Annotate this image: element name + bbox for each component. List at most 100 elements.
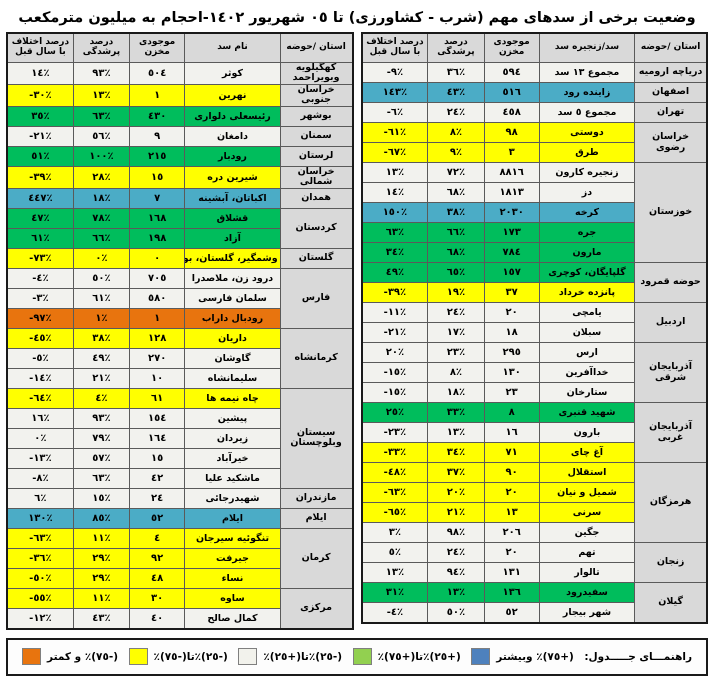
fill-percent-cell: ٢٤٪: [427, 302, 485, 323]
table-row: کهگیلویه وبویراحمد کوثر ٥٠٤ ٩٣٪ ١٤٪: [6, 62, 354, 85]
dam-name-cell: سبلان: [538, 322, 636, 343]
table-row: مرکزی ساوه ٣٠ ١١٪ -٥٥٪: [6, 587, 354, 630]
diff-vs-last-year-cell: -١٢٪: [6, 607, 74, 630]
dam-status-tables: استان /حوضه سد/زنجیره سد موجودی مخزن درصد پ…: [0, 32, 714, 630]
column-header: موجودی مخزن: [483, 32, 540, 63]
column-header: استان /حوضه: [279, 32, 354, 63]
reservoir-stock-cell: ٩: [129, 125, 186, 147]
diff-vs-last-year-cell: ٤٩٪: [360, 262, 429, 283]
table-row: لرستان رودبار ٢١٥ ١٠٠٪ ٥١٪: [6, 145, 354, 167]
reservoir-stock-cell: ١٩٨: [129, 227, 186, 249]
fill-percent-cell: ٩٣٪: [72, 62, 131, 85]
table-body-left: کهگیلویه وبویراحمد کوثر ٥٠٤ ٩٣٪ ١٤٪ خراسان جن…: [6, 62, 354, 630]
reservoir-stock-cell: ٧١: [483, 442, 540, 463]
province-cell: ایلام: [279, 507, 354, 529]
diff-vs-last-year-cell: -١٥٪: [360, 362, 429, 383]
reservoir-stock-cell: ٣٠: [129, 587, 186, 609]
table-body-right: دریاچه ارومیه مجموع ١٣ سد ٥٩٤ ٣٦٪ -٩٪ اصفهان ز…: [360, 62, 708, 624]
diff-vs-last-year-cell: ١٥٠٪: [360, 202, 429, 223]
legend-item-minus75-and-less: (-٧٥)٪ و کمتر: [22, 648, 119, 666]
dam-name-cell: قشلاق: [184, 207, 281, 229]
diff-vs-last-year-cell: -٤٪: [360, 602, 429, 624]
dam-name-cell: طرق: [538, 142, 636, 163]
dam-name-cell: پیشین: [184, 407, 281, 429]
dam-name-cell: شهیدرجائی: [184, 487, 281, 509]
province-cell: گلستان: [279, 247, 354, 269]
table-row: زنجان تهم ٢٠ ٢٤٪ ٥٪: [360, 542, 708, 583]
table-row: خوزستان زنجیره کارون ٨٨١٦ ٧٢٪ ١٣٪: [360, 162, 708, 263]
dam-name-cell: جره: [538, 222, 636, 243]
dam-name-cell: کمال صالح: [184, 607, 281, 630]
province-cell: همدان: [279, 187, 354, 209]
reservoir-stock-cell: ٢٩٥: [483, 342, 540, 363]
diff-vs-last-year-cell: -٣٠٪: [6, 83, 74, 107]
reservoir-stock-cell: ٨٨١٦: [483, 162, 540, 183]
reservoir-stock-cell: ١٣: [483, 502, 540, 523]
dam-name-cell: جیرفت: [184, 547, 281, 569]
province-cell: سمنان: [279, 125, 354, 147]
dam-name-cell: رودبال داراب: [184, 307, 281, 329]
diff-vs-last-year-cell: ٥١٪: [6, 145, 74, 167]
legend-item-text: (-٧٥)٪ و کمتر: [47, 650, 119, 663]
dam-name-cell: دامغان: [184, 125, 281, 147]
table-row: دریاچه ارومیه مجموع ١٣ سد ٥٩٤ ٣٦٪ -٩٪: [360, 62, 708, 83]
province-cell: سیستان وبلوچستان: [279, 387, 354, 489]
table-row: هرمزگان استقلال ٩٠ ٣٧٪ -٤٨٪: [360, 462, 708, 543]
table-row: خراسان رضوی دوستی ٩٨ ٨٪ -٦١٪: [360, 122, 708, 163]
reservoir-stock-cell: ٢٠: [483, 482, 540, 503]
reservoir-stock-cell: ٥٩٤: [483, 62, 540, 83]
reservoir-stock-cell: ٢٤: [129, 487, 186, 509]
diff-vs-last-year-cell: -٤٨٪: [360, 462, 429, 483]
table-row: کرمانشاه داریان ١٢٨ ٣٨٪ -٤٥٪: [6, 327, 354, 389]
fill-percent-cell: ٦٦٪: [72, 227, 131, 249]
diff-vs-last-year-cell: -٦١٪: [360, 122, 429, 143]
province-cell: خراسان جنوبی: [279, 83, 354, 107]
reservoir-stock-cell: ٥٢: [483, 602, 540, 624]
fill-percent-cell: ١٪: [72, 307, 131, 329]
legend-color-swatch: [238, 648, 258, 666]
dam-name-cell: کوثر: [184, 62, 281, 85]
column-header: درصد اختلاف با سال قبل: [6, 32, 74, 63]
legend-color-swatch: [471, 648, 491, 666]
diff-vs-last-year-cell: -٩٪: [360, 62, 429, 83]
table-row: رودبال داراب ١ ١٪ -٩٧٪: [6, 307, 353, 329]
dam-name-cell: استقلال: [538, 462, 636, 483]
table-row: جیرفت ٩٢ ٢٩٪ -٣٦٪: [6, 547, 353, 569]
province-cell: اردبیل: [634, 302, 708, 343]
dam-name-cell: نهرین: [184, 83, 281, 107]
fill-percent-cell: ٦٦٪: [427, 222, 485, 243]
reservoir-stock-cell: ٢٠: [483, 302, 540, 323]
dam-name-cell: جگین: [538, 522, 636, 543]
fill-percent-cell: ٣٨٪: [427, 202, 485, 223]
diff-vs-last-year-cell: ٣٤٪: [360, 242, 429, 263]
table-row: جره ١٧٣ ٦٦٪ ٦٣٪: [360, 222, 708, 243]
dam-name-cell: رئیسعلی دلواری: [184, 105, 281, 127]
fill-percent-cell: ٢٨٪: [72, 165, 131, 189]
table-row: مازندران شهیدرجائی ٢٤ ١٥٪ ٦٪: [6, 487, 354, 509]
dam-name-cell: زیردان: [184, 427, 281, 449]
fill-percent-cell: ٤٩٪: [72, 347, 131, 369]
diff-vs-last-year-cell: ١٣٪: [360, 562, 429, 583]
diff-vs-last-year-cell: -٦٪: [360, 102, 429, 123]
table-row: تهران مجموع ٥ سد ٤٥٨ ٢٤٪ -٦٪: [360, 102, 708, 123]
dam-name-cell: دز: [538, 182, 636, 203]
diff-vs-last-year-cell: -٦٣٪: [6, 527, 74, 549]
dam-name-cell: سلیمانشاه: [184, 367, 281, 389]
fill-percent-cell: ٢٣٪: [427, 342, 485, 363]
fill-percent-cell: ١١٪: [72, 527, 131, 549]
table-row: حوضه قمرود گلپایگان، کوچری ١٥٧ ٦٥٪ ٤٩٪: [360, 262, 708, 303]
table-row: آذربایجان غربی شهید قنبری ٨ ٣٣٪ ٢٥٪: [360, 402, 708, 463]
reservoir-stock-cell: ٥٠٤: [129, 62, 186, 85]
fill-percent-cell: ١١٪: [72, 587, 131, 609]
diff-vs-last-year-cell: ٦١٪: [6, 227, 74, 249]
reservoir-stock-cell: ٤٠: [129, 607, 186, 630]
reservoir-stock-cell: ١٥٤: [129, 407, 186, 429]
column-header: استان /حوضه: [634, 32, 708, 63]
dam-name-cell: سفیدرود: [538, 582, 636, 603]
diff-vs-last-year-cell: -٥٠٪: [6, 567, 74, 589]
legend: راهنمـــای جـــــدول: (+٧٥)٪ وبیشتر (+٢٥)…: [6, 637, 708, 676]
diff-vs-last-year-cell: -٥٪: [6, 347, 74, 369]
reservoir-stock-cell: ٤٥٨: [483, 102, 540, 123]
diff-vs-last-year-cell: -٢١٪: [6, 125, 74, 147]
